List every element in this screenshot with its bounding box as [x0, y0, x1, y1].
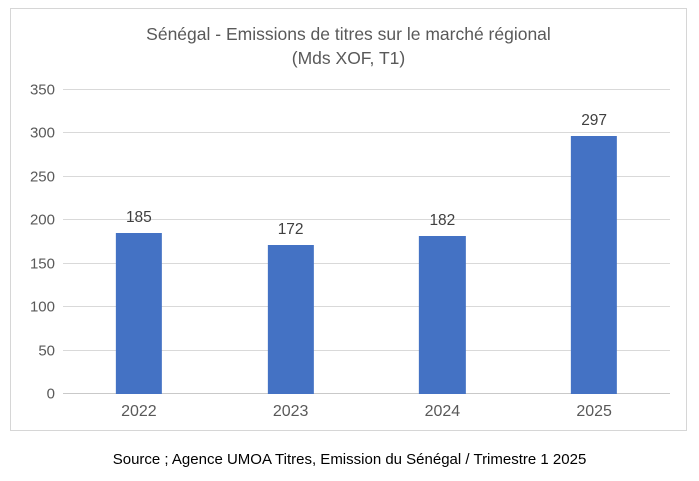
- chart-title: Sénégal - Emissions de titres sur le mar…: [11, 22, 686, 70]
- y-tick-label: 300: [29, 124, 55, 142]
- y-tick-label: 100: [29, 298, 55, 316]
- chart-container: Sénégal - Emissions de titres sur le mar…: [10, 8, 687, 431]
- bar-2022: [115, 233, 163, 394]
- bar-2024: [419, 235, 466, 394]
- y-tick-label: 0: [46, 385, 55, 403]
- gridline: [63, 306, 670, 308]
- gridline: [63, 175, 670, 177]
- y-tick-label: 200: [29, 211, 55, 229]
- source-caption: Source ; Agence UMOA Titres, Emission du…: [112, 451, 587, 468]
- bar-value-label-2024: 182: [429, 211, 456, 229]
- chart-title-line1: Sénégal - Emissions de titres sur le mar…: [146, 24, 551, 44]
- x-tick-label-2022: 2022: [121, 403, 157, 420]
- bar-2025: [570, 136, 618, 394]
- y-tick-label: 350: [29, 81, 55, 99]
- plot-area: 2022 2023 2024 2025 185 172 182 297: [63, 89, 670, 420]
- gridline: [63, 349, 670, 351]
- plot-wrap: 0 50 100 150 200 250 300 350 2022 2023 2024 2025 1…: [17, 83, 670, 420]
- y-axis: 0 50 100 150 200 250 300 350: [17, 83, 63, 402]
- chart-title-line2: (Mds XOF, T1): [291, 48, 406, 68]
- x-tick-label-2023: 2023: [272, 403, 309, 420]
- x-axis-line: [63, 393, 670, 394]
- x-tick-label-2025: 2025: [576, 403, 612, 420]
- bar-value-label-2022: 185: [125, 209, 152, 227]
- y-tick-label: 150: [29, 255, 55, 273]
- gridline: [63, 219, 670, 221]
- bar-value-label-2025: 297: [581, 112, 608, 130]
- gridline: [63, 262, 670, 264]
- y-tick-label: 250: [29, 168, 55, 186]
- gridline: [63, 89, 670, 90]
- bar-value-label-2023: 172: [277, 220, 304, 238]
- x-axis-labels: 2022 2023 2024 2025: [63, 403, 670, 421]
- bar-2023: [267, 244, 314, 394]
- y-tick-label: 50: [38, 342, 55, 360]
- x-tick-label-2024: 2024: [424, 403, 461, 420]
- gridline: [63, 132, 670, 134]
